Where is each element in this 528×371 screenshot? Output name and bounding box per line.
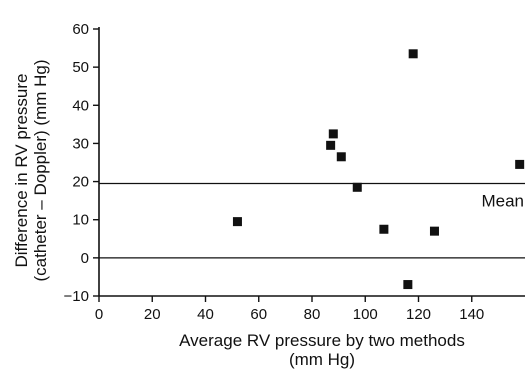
data-point (403, 280, 413, 290)
x-tick-label: 140 (459, 306, 484, 323)
y-tick-label: 50 (72, 59, 89, 76)
data-point (352, 182, 362, 192)
data-point (515, 159, 525, 169)
x-tick-label: 60 (250, 306, 267, 323)
x-axis-title-units: (mm Hg) (289, 350, 355, 369)
x-tick-label: 120 (406, 306, 431, 323)
x-tick-label: 40 (197, 306, 214, 323)
data-point (429, 226, 439, 236)
x-tick-label: 80 (304, 306, 321, 323)
data-point (336, 152, 346, 162)
y-tick-label: 40 (72, 97, 89, 114)
y-tick-label: 20 (72, 174, 89, 191)
mean-label: Mean (481, 191, 524, 210)
x-axis-title: Average RV pressure by two methods (179, 331, 465, 350)
y-tick-label: 10 (72, 212, 89, 229)
data-point (379, 224, 389, 234)
reference-lines: Mean (99, 182, 525, 259)
axis-labels: Average RV pressure by two methods(mm Hg… (12, 59, 465, 369)
x-tick-label: 20 (144, 306, 161, 323)
axes: −10 0 10 20 30 40 50 60 0 20 40 60 80 100 120 140 (64, 21, 525, 323)
y-axis-title-units: (catheter – Doppler) (mm Hg) (31, 59, 50, 281)
y-tick-label: 60 (72, 21, 89, 38)
data-point (408, 49, 418, 59)
y-axis-title: Difference in RV pressure (12, 73, 31, 267)
y-tick-label: −10 (64, 288, 89, 305)
data-point (328, 129, 338, 139)
x-tick-label: 100 (353, 306, 378, 323)
y-tick-label: 0 (81, 250, 89, 267)
x-tick-label: 0 (95, 306, 103, 323)
data-points (232, 49, 525, 290)
data-point (232, 217, 242, 227)
data-point (326, 140, 336, 150)
y-tick-label: 30 (72, 135, 89, 152)
